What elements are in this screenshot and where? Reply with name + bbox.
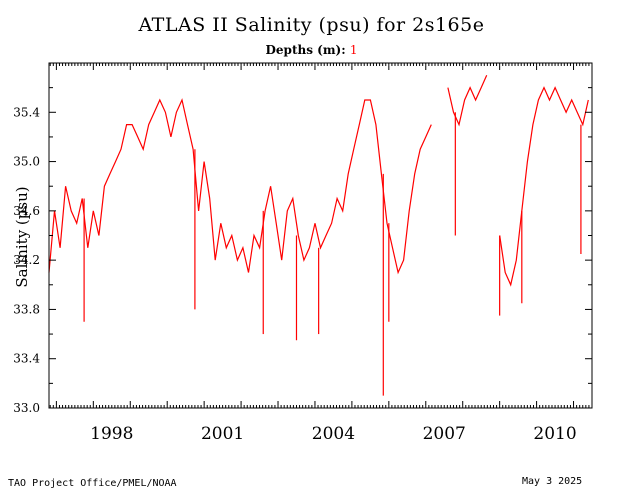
salinity-series-line <box>499 86 589 287</box>
x-tick-label: 2007 <box>423 424 466 444</box>
y-tick-label: 33.8 <box>13 302 40 316</box>
salinity-series-line <box>48 98 432 275</box>
depths-label-text: Depths (m): <box>265 43 346 57</box>
salinity-series-line <box>447 75 488 127</box>
x-tick-label: 2001 <box>201 424 244 444</box>
y-axis-label: Salinity (psu) <box>13 186 31 287</box>
y-tick-label: 34.6 <box>13 204 40 218</box>
footer-credit: TAO Project Office/PMEL/NOAA <box>8 478 177 489</box>
x-tick-label: 1998 <box>90 424 133 444</box>
x-tick-label: 2004 <box>312 424 355 444</box>
y-tick-label: 33.0 <box>13 401 40 415</box>
y-tick-label: 35.0 <box>13 155 40 169</box>
axes-layer: 33.0 33.4 33.8 34.2 34.6 35.0 35.4 1998 2001 2004… <box>13 62 593 444</box>
y-tick-label: 33.4 <box>13 352 40 366</box>
depths-label: Depths (m): 1 <box>0 43 623 57</box>
series-layer <box>48 75 589 396</box>
x-tick-label: 2010 <box>533 424 576 444</box>
y-tick-label: 35.4 <box>13 105 40 119</box>
y-tick-label: 34.2 <box>13 253 40 267</box>
depths-value: 1 <box>349 43 358 57</box>
chart-title: ATLAS II Salinity (psu) for 2s165e <box>138 14 485 36</box>
plot-frame <box>48 62 593 409</box>
footer-date: May 3 2025 <box>522 476 583 487</box>
